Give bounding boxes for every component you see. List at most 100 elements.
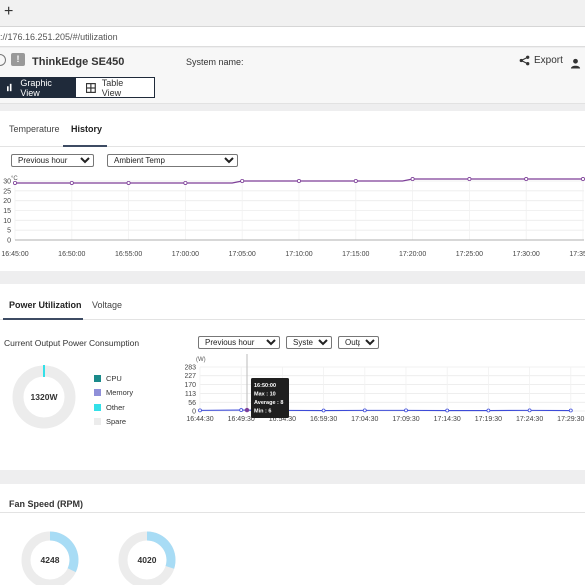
power-point (568, 408, 573, 413)
new-tab-button[interactable]: + (4, 3, 14, 20)
power-point (486, 408, 491, 413)
temp-point (467, 177, 472, 182)
tab-active-indicator (63, 145, 107, 147)
power-point (404, 408, 408, 413)
address-bar[interactable]: ://176.16.251.205/#/utilization (0, 27, 585, 47)
alert-icon[interactable]: ! (11, 53, 25, 66)
temp-y-tick: 25 (3, 188, 11, 195)
power-x-tick: 17:29:30 (557, 416, 584, 423)
power-x-tick: 17:04:30 (351, 416, 378, 423)
power-card: Power Utilization Voltage Current Output… (0, 284, 585, 470)
temp-x-tick: 17:30:00 (513, 251, 540, 258)
power-point (239, 408, 244, 412)
legend-item-other: Other (94, 400, 133, 415)
temp-x-tick: 17:20:00 (399, 251, 426, 258)
bar-chart-icon (7, 83, 12, 92)
temp-point (183, 180, 188, 185)
power-y-tick: 227 (185, 373, 196, 380)
power-tooltip-line: Average : 8 (254, 400, 283, 406)
legend-item-cpu: CPU (94, 371, 133, 386)
temp-x-tick: 17:35:00 (569, 251, 585, 258)
power-point (527, 408, 532, 413)
temp-y-tick: 15 (3, 208, 11, 215)
power-x-tick: 17:14:30 (434, 416, 461, 423)
app-header: ! ThinkEdge SE450 System name: Export Gr… (0, 48, 585, 104)
legend-label-spare: Spare (106, 417, 127, 427)
temp-y-tick: 0 (7, 238, 11, 245)
power-point (198, 408, 202, 413)
power-x-tick: 16:49:30 (228, 416, 255, 423)
tab-power-utilization[interactable]: Power Utilization (9, 300, 82, 310)
power-point (321, 408, 326, 413)
power-scope-select[interactable]: System (286, 336, 332, 349)
graphic-view-label: Graphic View (20, 77, 52, 98)
power-donut: 1320W (12, 365, 76, 429)
system-name-label: System name: (186, 57, 244, 67)
temp-range-select[interactable]: Previous hour (11, 154, 94, 167)
temperature-tabs: Temperature History (0, 111, 585, 147)
power-y-tick: 283 (185, 365, 196, 372)
power-x-tick: 16:44:30 (186, 416, 213, 423)
temp-x-tick: 16:50:00 (58, 251, 85, 258)
user-icon[interactable] (570, 56, 581, 74)
view-toggle: Graphic View Table View (0, 77, 155, 98)
power-y-tick: 56 (188, 400, 196, 407)
fan-gauge-arc (49, 531, 79, 573)
fan-gauges: 4248 4020 (21, 531, 176, 585)
temp-sensor-select[interactable]: Ambient Temp (107, 154, 238, 167)
temp-x-tick: 17:15:00 (342, 251, 369, 258)
donut-value: 1320W (31, 392, 59, 402)
tab-temperature[interactable]: Temperature (9, 124, 60, 134)
power-hover-point (244, 407, 250, 413)
power-type-select[interactable]: Output (338, 336, 379, 349)
tab-history[interactable]: History (71, 124, 103, 134)
temp-point (581, 177, 585, 182)
tab-voltage[interactable]: Voltage (92, 300, 123, 310)
temp-point (296, 178, 301, 183)
legend-label-other: Other (106, 402, 125, 412)
legend-label-memory: Memory (106, 388, 134, 398)
power-point (362, 408, 367, 413)
fan-speed-title: Fan Speed (RPM) (9, 499, 84, 509)
fan-speed-value: 4248 (41, 555, 60, 565)
power-x-tick: 16:59:30 (310, 416, 337, 423)
temp-x-tick: 17:10:00 (285, 251, 312, 258)
temperature-history-chart: °C 0 5 10 15 20 25 30 16:45:00 16:50:00 16:55:00 17… (1, 176, 585, 258)
legend-swatch-other (94, 403, 101, 411)
power-point (445, 408, 450, 413)
temp-point (12, 180, 17, 185)
temp-point (69, 180, 74, 185)
power-status-icon (0, 54, 6, 66)
temp-y-tick: 10 (3, 218, 11, 225)
tab-active-indicator (3, 318, 83, 320)
power-range-select[interactable]: Previous hour (198, 336, 280, 349)
legend-swatch-memory (94, 389, 101, 397)
power-y-tick: 170 (185, 382, 196, 389)
export-button[interactable]: Export (519, 55, 563, 66)
table-view-label: Table View (101, 77, 124, 98)
temp-x-tick: 17:05:00 (229, 251, 256, 258)
power-tooltip-line: 16:50:00 (254, 383, 276, 389)
power-tooltip-box (251, 378, 289, 418)
url-text: ://176.16.251.205/#/utilization (0, 32, 118, 42)
fan-speed-card: Fan Speed (RPM) 4248 4020 (0, 484, 585, 585)
output-power-title: Current Output Power Consumption (4, 338, 140, 348)
table-view-button[interactable]: Table View (75, 77, 155, 98)
temp-y-unit: °C (11, 176, 18, 182)
temp-y-tick: 20 (3, 198, 11, 205)
temp-x-tick: 17:25:00 (456, 251, 483, 258)
temp-x-tick: 16:45:00 (1, 251, 28, 258)
power-tooltip-line: Min : 6 (254, 409, 271, 415)
graphic-view-button[interactable]: Graphic View (0, 77, 75, 98)
export-label: Export (534, 55, 563, 66)
temp-x-tick: 17:00:00 (172, 251, 199, 258)
temp-y-tick: 30 (3, 179, 11, 186)
power-y-tick: 0 (192, 409, 196, 416)
power-tooltip-line: Max : 10 (254, 392, 276, 398)
temperature-card: Temperature History Previous hour Ambien… (0, 111, 585, 271)
power-tabs: Power Utilization Voltage (0, 284, 585, 320)
power-x-tick: 17:09:30 (392, 416, 419, 423)
legend-swatch-spare (94, 418, 101, 426)
temp-point (524, 177, 529, 182)
